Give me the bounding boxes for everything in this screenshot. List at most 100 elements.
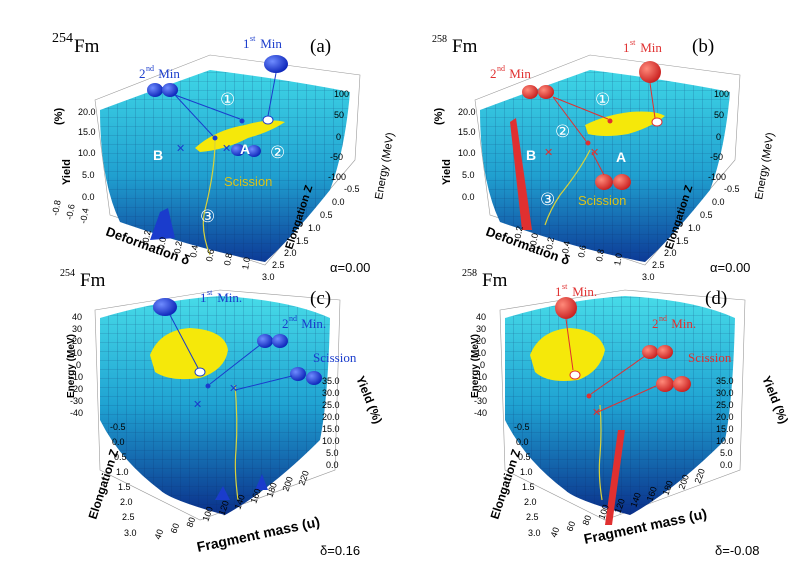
panel-c-min1-word: Min. (214, 290, 242, 305)
tick-label: 2.0 (120, 497, 133, 507)
tick-label: 30.0 (716, 388, 734, 398)
panel-d-scission-ball-l (656, 376, 674, 392)
tick-label: 0.5 (518, 452, 531, 462)
panel-d-min1-marker (569, 370, 581, 380)
tick-label: 2.5 (122, 512, 135, 522)
panel-a-min1-word: Min (257, 36, 282, 51)
panel-b-min1-ball (639, 61, 661, 83)
panel-b-min1-num: 1 (623, 40, 630, 55)
tick-label: -30 (474, 396, 487, 406)
panel-b-min1-marker (651, 117, 663, 127)
panel-b: ✕ ✕ (474, 54, 741, 266)
panel-a-nucleus-mass: 254 (52, 31, 73, 46)
panel-b-min2b-marker (585, 140, 591, 146)
panel-a-axis-energy: Energy (MeV) (373, 132, 397, 201)
tick-label: 10 (72, 348, 82, 358)
tick-label: 0 (76, 360, 81, 370)
tick-label: 1.0 (116, 467, 129, 477)
panel-c-min1-pointer (169, 314, 199, 369)
panel-a-yield-ticks: 20.0 15.0 10.0 5.0 0.0 (78, 107, 96, 202)
tick-label: -0.5 (344, 184, 360, 194)
tick-label: 3.0 (262, 272, 275, 282)
tick-label: -40 (70, 408, 83, 418)
tick-label: 1.0 (240, 256, 252, 270)
tick-label: 0.0 (712, 197, 725, 207)
tick-label: -0.5 (514, 422, 530, 432)
tick-label: 180 (264, 481, 279, 499)
panel-a-min2-pointer-b (174, 94, 214, 137)
tick-label: 2.5 (652, 260, 665, 270)
panel-c-min2-marker (205, 383, 211, 389)
panel-a-circle-1: ① (220, 90, 235, 109)
panel-a-min1-marker (262, 115, 274, 125)
tick-label: 100 (200, 505, 215, 523)
panel-b-axis-yield: Yield (441, 159, 453, 185)
panel-c-mass-ticks: 40 60 80 100 120 140 160 180 200 220 (152, 469, 311, 541)
tick-label: 2.5 (526, 512, 539, 522)
tick-label: -100 (708, 172, 726, 182)
tick-label: 3.0 (528, 528, 541, 538)
tick-label: 160 (248, 487, 263, 505)
tick-label: 25.0 (322, 400, 340, 410)
tick-label: 10.0 (458, 148, 476, 158)
panel-b-axis-yield-unit: (%) (433, 108, 445, 125)
panel-c-min1-num: 1 (200, 290, 207, 305)
tick-label: 0.0 (82, 192, 95, 202)
tick-label: 0.0 (462, 192, 475, 202)
tick-label: -50 (330, 152, 343, 162)
panel-a-z-ticks: -0.5 0.0 0.5 1.0 1.5 2.0 2.5 3.0 (262, 184, 360, 282)
panel-a-B-x: ✕ (176, 143, 185, 155)
tick-label: 0 (336, 132, 341, 142)
panel-c-axis-mass: Fragment mass (u) (195, 513, 321, 555)
panel-b-scission: Scission (578, 193, 626, 208)
panel-c-scission-ball-l (290, 367, 306, 381)
panel-a-scission-ball-r (247, 145, 261, 157)
panel-c-axis-energy: Energy (MeV) (66, 334, 77, 398)
panel-d-energy-ticks: 40 30 20 10 0 -10 -20 -30 -40 (474, 312, 487, 418)
panel-b-B-x: ✕ (544, 147, 553, 159)
tick-label: 120 (612, 497, 627, 515)
panel-d-box (499, 289, 746, 521)
panel-c-min2-num: 2 (282, 316, 289, 331)
panel-b-min2-pointer-b (552, 96, 587, 142)
panel-b-min2-ball-r (538, 85, 554, 99)
tick-label: -10 (474, 372, 487, 382)
panel-b-yield-ticks: 20.0 15.0 10.0 5.0 0.0 (458, 107, 476, 202)
tick-label: 20.0 (716, 412, 734, 422)
panel-c-yield-peak-l (215, 486, 230, 500)
tick-label: 15.0 (716, 424, 734, 434)
panel-d-min1-sup: st (562, 282, 568, 291)
panel-b-min2-pointer (552, 96, 609, 120)
tick-label: 0.4 (188, 244, 200, 258)
panel-b-energy-ticks: 100 50 0 -50 -100 (708, 89, 729, 182)
panel-d-nucleus-sym: Fm (482, 270, 508, 291)
panel-b-scission-ball-r (613, 174, 631, 190)
tick-label: -10 (70, 372, 83, 382)
panel-a-box (94, 54, 361, 266)
panel-a-nucleus-sym: Fm (74, 36, 100, 57)
tick-label: 0.0 (112, 437, 125, 447)
tick-label: 10.0 (78, 148, 96, 158)
panel-b-z-ticks: -0.5 0.0 0.5 1.0 1.5 2.0 2.5 3.0 (642, 184, 740, 282)
panel-c-nucleus-mass: 254 (60, 268, 75, 279)
panel-d-mass-ticks: 40 60 80 100 120 140 160 180 200 220 (548, 467, 707, 539)
panel-a-min2-ball-l (147, 83, 163, 97)
tick-label: 10.0 (322, 436, 340, 446)
tick-label: 20 (476, 336, 486, 346)
tick-label: 0.0 (516, 437, 529, 447)
panel-d-min2-num: 2 (652, 316, 659, 331)
tick-label: 40 (476, 312, 486, 322)
tick-label: 50 (334, 110, 344, 120)
panel-a-A-x: ✕ (222, 143, 231, 155)
tick-label: 100 (714, 89, 729, 99)
tick-label: 180 (660, 479, 675, 497)
tick-label: 1.5 (676, 236, 689, 246)
panel-d-x: ✕ (592, 407, 601, 419)
tick-label: 0.0 (528, 232, 540, 246)
panel-d-yield-ticks: 35.0 30.0 25.0 20.0 15.0 10.0 5.0 0.0 (716, 376, 734, 470)
tick-label: -20 (70, 384, 83, 394)
panel-c-z-ticks: -0.5 0.0 0.5 1.0 1.5 2.0 2.5 3.0 (110, 422, 137, 538)
panel-a-label: (a) (310, 36, 331, 57)
